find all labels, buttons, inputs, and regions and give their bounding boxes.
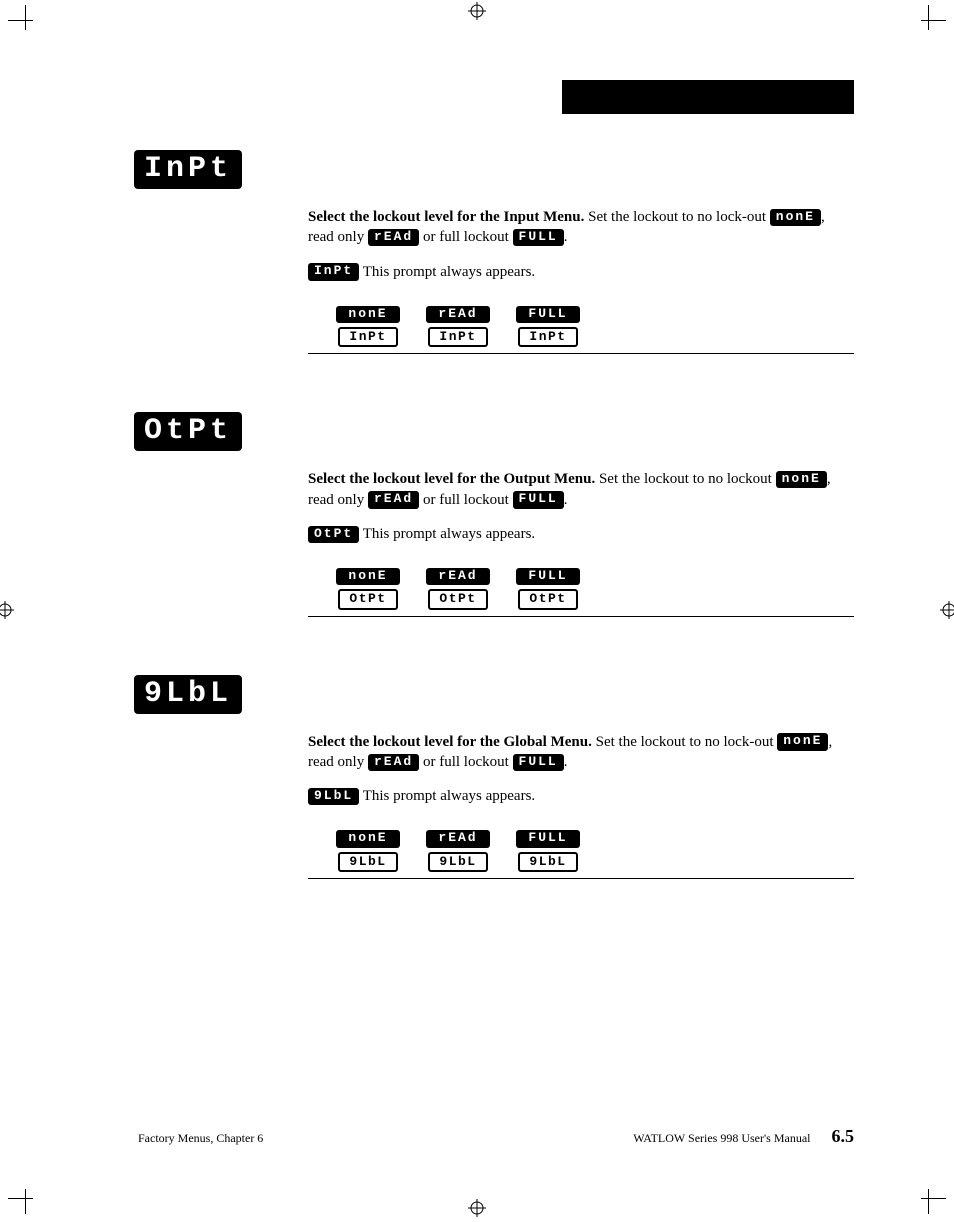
option-pair: rEAd 9LbL	[426, 830, 490, 872]
section-body-input: Select the lockout level for the Input M…	[308, 207, 854, 282]
lockout-bold-lead: Select the lockout level for the Output …	[308, 471, 595, 487]
option-value-chip: FULL	[516, 306, 580, 323]
crop-mark	[921, 20, 946, 21]
option-value-chip: rEAd	[426, 830, 490, 847]
section-global: 9LbL Select the lockout level for the Glo…	[100, 675, 854, 879]
section-body-global: Select the lockout level for the Global …	[308, 732, 854, 807]
read-chip: rEAd	[368, 229, 419, 246]
section-divider	[308, 353, 854, 354]
section-output: OtPt Select the lockout level for the Out…	[100, 412, 854, 616]
prompt-line: OtPt This prompt always appears.	[308, 524, 854, 544]
option-value-chip: nonE	[336, 306, 400, 323]
prompt-chip: InPt	[308, 263, 359, 280]
option-pair: rEAd OtPt	[426, 568, 490, 610]
section-heading-input: InPt	[134, 150, 242, 189]
section-divider	[308, 878, 854, 879]
option-pair: rEAd InPt	[426, 306, 490, 348]
lockout-description: Select the lockout level for the Global …	[308, 732, 854, 773]
footer-manual-title: WATLOW Series 998 User's Manual	[633, 1131, 810, 1145]
lockout-description: Select the lockout level for the Input M…	[308, 207, 854, 248]
options-row-global: nonE 9LbL rEAd 9LbL FULL 9LbL	[336, 830, 854, 872]
registration-mark-icon	[468, 2, 486, 20]
crop-mark	[928, 5, 929, 30]
option-menu-chip: InPt	[428, 327, 488, 347]
page-footer: Factory Menus, Chapter 6 WATLOW Series 9…	[138, 1126, 854, 1147]
options-row-output: nonE OtPt rEAd OtPt FULL OtPt	[336, 568, 854, 610]
footer-right: WATLOW Series 998 User's Manual 6.5	[633, 1126, 854, 1147]
page-container: InPt Select the lockout level for the Inp…	[0, 0, 954, 1219]
none-chip: nonE	[776, 471, 827, 488]
option-menu-chip: OtPt	[428, 589, 488, 609]
option-pair: nonE 9LbL	[336, 830, 400, 872]
options-row-input: nonE InPt rEAd InPt FULL InPt	[336, 306, 854, 348]
footer-left: Factory Menus, Chapter 6	[138, 1131, 263, 1146]
lockout-description: Select the lockout level for the Output …	[308, 469, 854, 510]
registration-mark-icon	[0, 601, 14, 619]
registration-mark-icon	[940, 601, 954, 619]
section-divider	[308, 616, 854, 617]
option-value-chip: rEAd	[426, 306, 490, 323]
section-heading-global: 9LbL	[134, 675, 242, 714]
lockout-bold-lead: Select the lockout level for the Input M…	[308, 209, 584, 225]
crop-mark	[928, 1189, 929, 1214]
prompt-line: 9LbL This prompt always appears.	[308, 786, 854, 806]
option-menu-chip: 9LbL	[518, 852, 578, 872]
full-chip: FULL	[513, 754, 564, 771]
option-pair: nonE OtPt	[336, 568, 400, 610]
section-heading-output: OtPt	[134, 412, 242, 451]
full-chip: FULL	[513, 229, 564, 246]
prompt-chip: OtPt	[308, 526, 359, 543]
option-value-chip: nonE	[336, 830, 400, 847]
crop-mark	[8, 1198, 33, 1199]
prompt-chip: 9LbL	[308, 788, 359, 805]
section-input: InPt Select the lockout level for the Inp…	[100, 150, 854, 354]
crop-mark	[25, 1189, 26, 1214]
crop-mark	[8, 20, 33, 21]
registration-mark-icon	[468, 1199, 486, 1217]
option-menu-chip: InPt	[518, 327, 578, 347]
option-value-chip: rEAd	[426, 568, 490, 585]
option-pair: nonE InPt	[336, 306, 400, 348]
none-chip: nonE	[777, 733, 828, 750]
lockout-bold-lead: Select the lockout level for the Global …	[308, 734, 592, 750]
option-menu-chip: InPt	[338, 327, 398, 347]
header-black-bar	[562, 80, 854, 114]
option-menu-chip: 9LbL	[428, 852, 488, 872]
option-menu-chip: OtPt	[338, 589, 398, 609]
footer-page-number: 6.5	[832, 1126, 855, 1146]
read-chip: rEAd	[368, 491, 419, 508]
crop-mark	[921, 1198, 946, 1199]
full-chip: FULL	[513, 491, 564, 508]
prompt-line: InPt This prompt always appears.	[308, 262, 854, 282]
section-body-output: Select the lockout level for the Output …	[308, 469, 854, 544]
option-value-chip: nonE	[336, 568, 400, 585]
option-value-chip: FULL	[516, 568, 580, 585]
none-chip: nonE	[770, 209, 821, 226]
option-pair: FULL 9LbL	[516, 830, 580, 872]
option-menu-chip: OtPt	[518, 589, 578, 609]
option-pair: FULL InPt	[516, 306, 580, 348]
option-value-chip: FULL	[516, 830, 580, 847]
read-chip: rEAd	[368, 754, 419, 771]
crop-mark	[25, 5, 26, 30]
option-pair: FULL OtPt	[516, 568, 580, 610]
option-menu-chip: 9LbL	[338, 852, 398, 872]
